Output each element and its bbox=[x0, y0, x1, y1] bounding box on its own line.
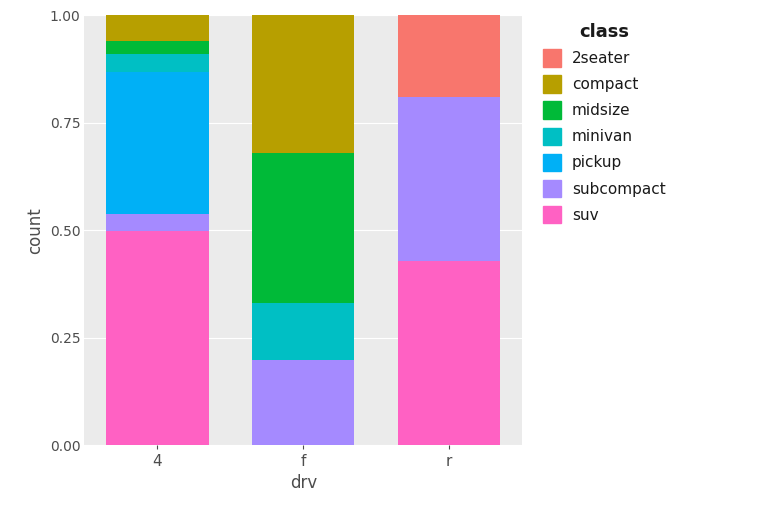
Bar bbox=[252, 153, 355, 303]
Legend: 2seater, compact, midsize, minivan, pickup, subcompact, suv: 2seater, compact, midsize, minivan, pick… bbox=[543, 23, 666, 223]
Bar bbox=[398, 15, 501, 97]
X-axis label: drv: drv bbox=[290, 474, 317, 493]
Bar bbox=[252, 303, 355, 360]
Bar bbox=[252, 15, 355, 153]
Bar bbox=[106, 231, 208, 445]
Y-axis label: count: count bbox=[26, 207, 44, 254]
Bar bbox=[106, 15, 208, 40]
Bar bbox=[106, 54, 208, 72]
Bar bbox=[106, 40, 208, 54]
Bar bbox=[398, 97, 501, 261]
Bar bbox=[398, 261, 501, 445]
Bar bbox=[106, 214, 208, 231]
Bar bbox=[106, 72, 208, 214]
Bar bbox=[252, 360, 355, 445]
